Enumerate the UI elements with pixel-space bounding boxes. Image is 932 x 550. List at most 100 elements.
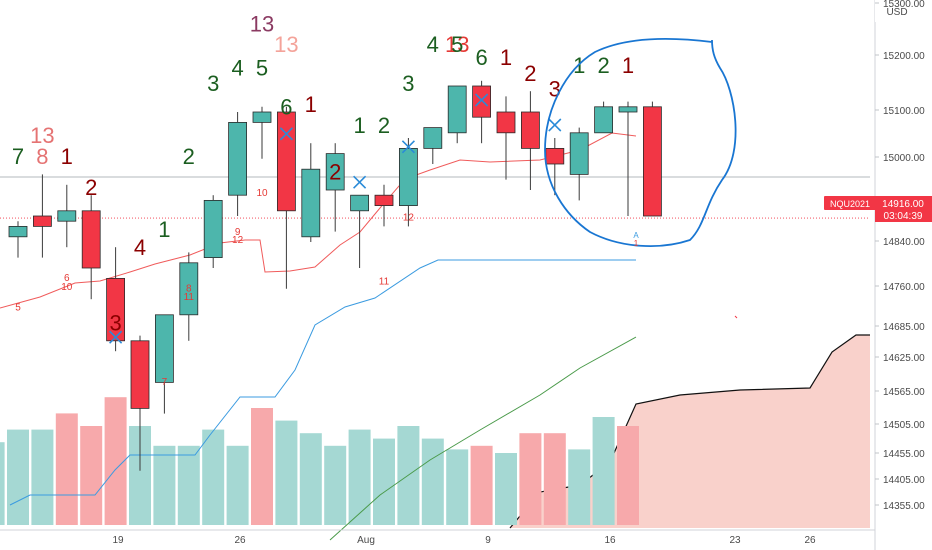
candle-body — [301, 168, 321, 238]
count-label: 1 — [353, 113, 365, 138]
date-tick-label: 26 — [234, 535, 246, 546]
candle-body — [398, 147, 418, 206]
candle-body — [423, 127, 443, 149]
countdown-value: 03:04:39 — [884, 211, 923, 222]
symbol-tag-box — [824, 196, 876, 210]
small-count-label: 12 — [403, 213, 415, 224]
small-count-label: 11 — [184, 292, 195, 303]
volume-bar — [470, 445, 493, 525]
count-label: 3 — [549, 76, 561, 101]
small-count-label: 12 — [232, 235, 244, 246]
candle-body — [325, 153, 345, 191]
price-tick-label: 14685.00 — [883, 322, 925, 333]
volume-bar — [348, 429, 371, 525]
count-label: 1 — [500, 45, 512, 70]
cross-stroke — [401, 140, 415, 154]
candle-body — [154, 314, 174, 383]
sequence-label-13: 13 — [250, 11, 274, 36]
price-tick-label: 14355.00 — [883, 501, 925, 512]
last-price-box — [875, 196, 932, 222]
count-label: 3 — [109, 310, 121, 335]
count-label: 2 — [378, 113, 390, 138]
small-count-label: 9 — [235, 227, 241, 238]
count-label: 4 — [231, 56, 243, 81]
cross-stroke — [353, 175, 367, 189]
count-label: 8 — [36, 144, 48, 169]
volume-bar — [324, 445, 347, 525]
volume-bar — [251, 408, 273, 525]
green-indicator-line — [329, 336, 637, 541]
count-label: 2 — [183, 144, 195, 169]
volume-bar — [446, 449, 469, 525]
count-label: 1 — [158, 217, 170, 242]
small-count-label: 6 — [64, 273, 70, 284]
date-tick-label: 26 — [804, 535, 816, 546]
price-tick-label: 14405.00 — [883, 475, 925, 486]
price-tick-label: 15100.00 — [883, 106, 925, 117]
annotation-circle — [544, 37, 737, 247]
candle-body — [179, 262, 199, 316]
count-label: 1 — [305, 92, 317, 117]
count-label: 6 — [280, 95, 292, 120]
count-label: 1 — [573, 53, 585, 78]
cross-stroke — [548, 118, 562, 132]
volume-bar — [104, 397, 127, 525]
price-tick-label: 15200.00 — [883, 51, 925, 62]
dot-marker — [734, 315, 738, 319]
candle-body — [33, 215, 52, 227]
volume-bar — [495, 453, 517, 525]
candle-body — [350, 194, 370, 212]
volume-bar — [0, 442, 5, 525]
candle-body — [643, 106, 662, 217]
small-count-label: 8 — [186, 283, 192, 294]
blue-indicator-line — [9, 259, 636, 506]
candle-body — [106, 277, 125, 342]
candle-body — [496, 111, 516, 134]
candle-body — [130, 340, 150, 409]
date-tick-label: 23 — [729, 535, 741, 546]
count-label: 7 — [12, 144, 24, 169]
candle-body — [545, 147, 565, 165]
volume-bar — [31, 429, 54, 525]
candle-body — [618, 106, 638, 113]
price-tick-label: 15000.00 — [883, 153, 925, 164]
date-tick-label: 9 — [485, 535, 491, 546]
volume-bar — [153, 445, 176, 525]
price-tick-label: 14625.00 — [883, 353, 925, 364]
cloud-boundary-line — [509, 334, 870, 529]
count-label: 2 — [524, 61, 536, 86]
volume-bar — [373, 438, 395, 525]
volume-bar — [7, 429, 29, 525]
candle-body — [374, 194, 394, 206]
small-count-label: 10 — [256, 188, 268, 199]
small-marker-1: 1 — [634, 239, 639, 248]
volume-bar — [421, 438, 444, 525]
count-label: 5 — [451, 32, 463, 57]
cross-marker — [353, 175, 367, 189]
volume-bar — [617, 426, 639, 525]
sequence-label-13: 13 — [30, 123, 54, 148]
date-tick-label: 16 — [604, 535, 616, 546]
volume-bar — [275, 420, 298, 525]
count-label: 4 — [134, 235, 146, 260]
currency-label: USD — [886, 7, 907, 18]
volume-bar — [55, 413, 78, 525]
candle-body — [57, 210, 77, 222]
count-label: 1 — [622, 53, 634, 78]
candle-body — [472, 85, 492, 118]
count-label: 3 — [402, 71, 414, 96]
price-tick-label: 14565.00 — [883, 387, 925, 398]
price-tick-label: 15300.00 — [883, 0, 925, 10]
sequence-label-13: 13 — [274, 32, 298, 57]
price-tick-label: 14505.00 — [883, 420, 925, 431]
cross-marker — [401, 140, 415, 154]
volume-bar — [592, 417, 615, 525]
volume-bar — [299, 433, 322, 525]
last-price-value: 14916.00 — [882, 199, 924, 210]
sequence-label-13: 13 — [445, 32, 469, 57]
candle-body — [8, 225, 28, 238]
candle-body — [228, 122, 248, 196]
candle-body — [521, 111, 540, 149]
small-count-label: 10 — [61, 282, 73, 293]
